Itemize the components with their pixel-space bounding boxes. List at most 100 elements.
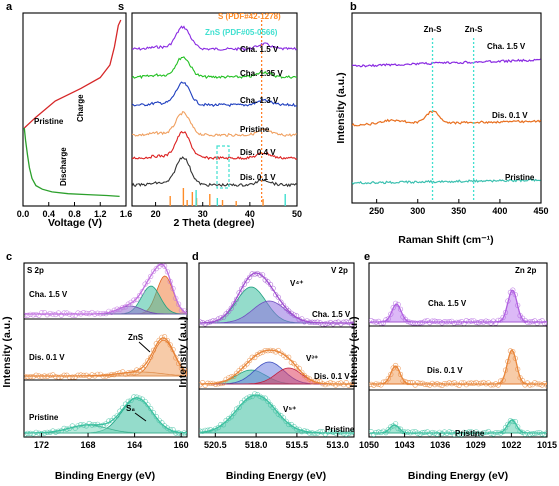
- raw-data-point: [378, 382, 384, 388]
- raw-data-point: [388, 311, 394, 317]
- panel-s-frame: [131, 12, 298, 207]
- raw-data-point: [490, 382, 496, 388]
- raw-data-point: [424, 318, 431, 324]
- raw-data-point: [156, 337, 162, 344]
- panel-a-tick-label: 1.2: [94, 209, 107, 219]
- raw-data-point: [108, 418, 115, 424]
- raw-data-point: [341, 431, 347, 437]
- panel-a-tick-label: 1.6: [120, 209, 133, 219]
- raw-data-point: [228, 374, 234, 380]
- raw-data-point: [468, 380, 474, 386]
- xps-series-label: Cha. 1.5 V: [312, 310, 351, 319]
- raw-data-point: [488, 320, 494, 326]
- raw-data-point: [502, 425, 509, 431]
- raw-data-point: [199, 319, 203, 325]
- raw-data-point: [417, 431, 423, 437]
- pd-tick-label: 515.5: [286, 440, 309, 450]
- s8-arrow: [134, 412, 147, 422]
- raw-data-point: [410, 320, 416, 326]
- raw-data-point: [466, 429, 472, 435]
- panel-d-series-labels: Cha. 1.5 V Dis. 0.1 V Pristine: [312, 310, 355, 434]
- pc-tick-label: 160: [174, 440, 189, 450]
- raw-data-point: [199, 428, 203, 434]
- raw-data-point: [24, 312, 28, 318]
- panel-label-c: c: [6, 251, 12, 263]
- raw-data-point: [369, 429, 374, 435]
- pe-tick-label: 1036: [430, 440, 450, 450]
- raw-data-point: [247, 394, 253, 400]
- raw-data-point: [41, 310, 48, 316]
- raw-data-point: [145, 358, 151, 364]
- panel-d-curves: [199, 270, 354, 437]
- raw-data-point: [231, 410, 237, 416]
- raw-data-point: [176, 301, 182, 307]
- raw-data-point: [24, 431, 28, 437]
- raw-data-point: [478, 431, 484, 437]
- pd-tick-label: 518.0: [245, 440, 268, 450]
- panel-b-ylabel: Intensity (a.u.): [335, 72, 347, 143]
- raw-data-point: [262, 395, 268, 401]
- fit-envelope: [370, 289, 547, 323]
- raw-data-point: [419, 380, 426, 386]
- raw-data-point: [202, 321, 208, 327]
- raw-data-point: [495, 382, 501, 388]
- raw-data-point: [150, 268, 157, 274]
- raw-data-point: [485, 380, 492, 386]
- pd-tick-label: 520.5: [204, 440, 227, 450]
- raw-data-point: [286, 308, 292, 314]
- v3-annotation: V³⁺: [306, 354, 318, 363]
- xrd-curve: [132, 56, 297, 80]
- raw-data-point: [424, 429, 431, 435]
- raw-data-point: [61, 372, 67, 378]
- panel-label-b: b: [350, 1, 357, 13]
- raw-data-point: [383, 379, 389, 385]
- raw-data-point: [539, 382, 545, 388]
- panel-e-title: Zn 2p: [515, 266, 536, 275]
- raw-data-point: [446, 429, 453, 435]
- raw-data-point: [100, 373, 106, 379]
- raw-data-point: [480, 379, 487, 386]
- raman-curve: [352, 58, 541, 68]
- raw-data-point: [265, 398, 271, 404]
- raw-data-point: [459, 431, 465, 437]
- raw-data-point: [247, 357, 253, 364]
- xrd-series-label: Dis. 0.4 V: [240, 148, 276, 157]
- raw-data-point: [241, 363, 247, 369]
- raw-data-point: [371, 382, 377, 388]
- raman-curve: [352, 178, 541, 185]
- raw-data-point: [80, 310, 87, 316]
- raw-data-point: [223, 417, 229, 424]
- xrd-curve: [132, 130, 297, 161]
- raw-data-point: [283, 305, 289, 311]
- raw-data-point: [376, 429, 382, 435]
- raw-data-point: [515, 424, 521, 430]
- raw-data-point: [260, 395, 266, 401]
- panel-b-xticks: 250 300 350 400 450: [369, 199, 549, 216]
- panel-a: a Charge Pristine Discharge 0.0 0.4 0.8 1.2…: [6, 1, 132, 229]
- raw-data-point: [153, 414, 159, 420]
- raw-data-point: [412, 320, 418, 326]
- raw-data-point: [233, 406, 240, 412]
- raw-data-point: [338, 321, 344, 327]
- xrd-curve: [132, 25, 297, 52]
- panel-s: s S (PDF#42-1278) ZnS (PDF#05-0566) Cha.…: [118, 1, 302, 229]
- raw-data-point: [89, 309, 95, 316]
- raw-data-point: [390, 365, 396, 371]
- raw-data-point: [97, 423, 103, 429]
- panel-b-tick-label: 400: [492, 206, 507, 216]
- raw-data-point: [439, 382, 445, 389]
- zns-annotation: ZnS: [128, 333, 144, 342]
- panel-a-tick-label: 0.4: [42, 209, 55, 219]
- pe-tick-label: 1022: [501, 440, 521, 450]
- raw-data-point: [335, 429, 341, 435]
- raw-data-point: [407, 379, 413, 386]
- xrd-series-label: Cha. 1.5 V: [240, 45, 279, 54]
- raw-data-point: [275, 411, 281, 417]
- raw-data-point: [390, 305, 396, 311]
- raw-data-point: [468, 429, 474, 435]
- raw-data-point: [244, 395, 250, 401]
- panel-b-tick-label: 250: [369, 206, 384, 216]
- panel-s-series-labels: Cha. 1.5 V Cha. 1.35 V Cha. 1.3 V Pristine D…: [240, 45, 283, 182]
- panel-e-curves: [369, 287, 547, 437]
